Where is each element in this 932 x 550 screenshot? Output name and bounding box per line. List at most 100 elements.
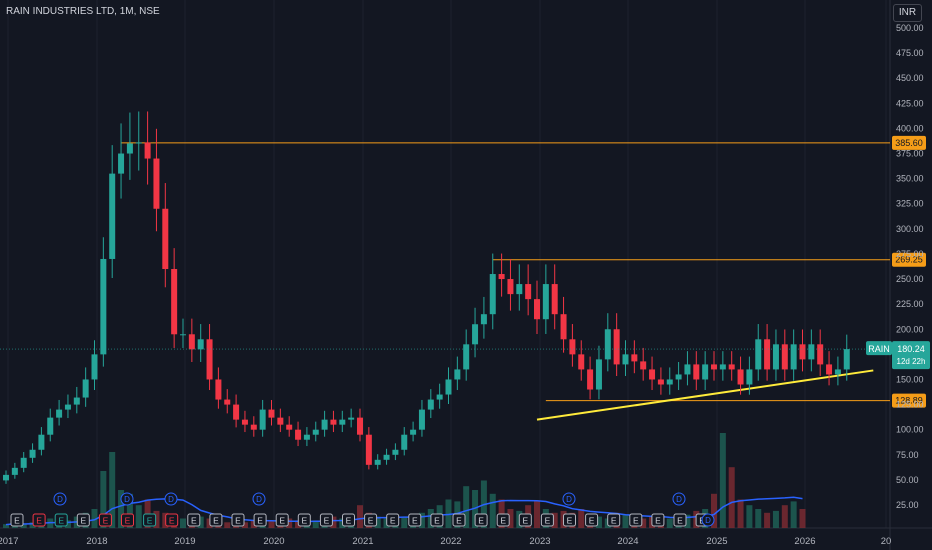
time-tick-label: 2019: [174, 536, 195, 547]
candle-body: [259, 409, 266, 430]
earnings-marker: [54, 513, 68, 527]
candle-body: [772, 344, 779, 370]
earnings-label: E: [522, 516, 528, 526]
candle-body: [339, 419, 346, 425]
earnings-label: E: [257, 516, 263, 526]
candle-body: [489, 274, 496, 315]
candle-body: [649, 369, 656, 380]
earnings-marker: [253, 513, 267, 527]
earnings-marker: [518, 513, 532, 527]
symbol-tag-bg: [866, 341, 892, 356]
price-tick-label: 300.00: [896, 224, 924, 234]
currency-button[interactable]: INR: [893, 4, 922, 22]
earnings-marker: [297, 513, 311, 527]
volume-bar: [374, 516, 381, 528]
candle-body: [755, 339, 762, 370]
candle-body: [188, 334, 195, 350]
candle-body: [516, 284, 523, 295]
earnings-marker: [651, 513, 665, 527]
candle-body: [790, 344, 797, 370]
earnings-label: E: [147, 516, 153, 526]
volume-bar: [551, 512, 558, 528]
trendline: [536, 369, 874, 421]
candle-body: [91, 354, 98, 380]
earnings-marker: [98, 513, 112, 527]
candle-body: [666, 379, 673, 385]
level-label: 128.89: [895, 396, 923, 406]
dividend-label: D: [124, 495, 130, 504]
candle-body: [312, 429, 319, 435]
candle-body: [20, 457, 27, 468]
candle-body: [135, 142, 142, 144]
candle-body: [330, 419, 337, 425]
volume-bar: [29, 522, 36, 528]
candle-body: [817, 344, 824, 365]
candle-body: [250, 424, 257, 430]
candle-body: [454, 369, 461, 380]
earnings-marker: [496, 513, 510, 527]
candle-body: [126, 143, 133, 154]
candle-body: [392, 449, 399, 455]
candle-body: [640, 361, 647, 370]
earnings-marker: [364, 513, 378, 527]
volume-bar: [622, 514, 629, 528]
earnings-label: E: [191, 516, 197, 526]
candle-body: [3, 474, 9, 481]
candle-body: [808, 344, 815, 360]
volume-bar: [463, 486, 470, 528]
dividend-marker: [672, 492, 686, 506]
candle-body: [82, 379, 89, 398]
volume-bar: [357, 505, 363, 528]
earnings-marker: [673, 513, 687, 527]
volume-bar: [224, 522, 231, 528]
dividend-marker: [164, 492, 178, 506]
volume-bar: [153, 510, 160, 528]
volume-bar: [100, 471, 107, 528]
volume-bar: [595, 516, 602, 528]
volume-bar: [64, 520, 71, 528]
candle-body: [410, 429, 417, 435]
candle-body: [233, 404, 240, 420]
symbol-tag: RAIN: [868, 344, 890, 354]
volume-bar: [640, 518, 647, 528]
candle-body: [693, 364, 700, 380]
time-tick-label: 2017: [0, 536, 19, 547]
candle-body: [56, 409, 63, 418]
candle-body: [843, 349, 850, 370]
volume-bar: [728, 467, 735, 528]
earnings-label: E: [478, 516, 484, 526]
level-label-bg: [892, 393, 926, 408]
candle-body: [224, 399, 231, 405]
candle-body: [507, 279, 514, 295]
dividend-marker: [701, 513, 715, 527]
candle-body: [153, 158, 160, 209]
candle-body: [374, 459, 381, 465]
earnings-label: E: [567, 516, 573, 526]
volume-bar: [711, 493, 717, 528]
earnings-label: E: [633, 516, 639, 526]
earnings-marker: [165, 513, 179, 527]
volume-bar: [534, 501, 540, 528]
earnings-marker: [452, 513, 466, 527]
candle-body: [180, 334, 186, 336]
candle-body: [241, 419, 248, 425]
dividend-marker: [120, 492, 134, 506]
volume-bar: [472, 490, 479, 528]
candle-body: [834, 369, 841, 375]
volume-bar: [578, 509, 585, 528]
price-tick-label: 425.00: [896, 98, 924, 108]
candle-body: [622, 354, 629, 365]
candle-body: [746, 369, 753, 385]
candle-body: [206, 339, 213, 380]
candle-body: [286, 424, 293, 430]
candle-body: [684, 364, 691, 375]
countdown-label: 12d 22h: [897, 357, 926, 366]
candle-body: [551, 284, 558, 315]
candle-body: [303, 434, 310, 440]
candle-body: [719, 364, 726, 370]
time-tick-label: 2026: [794, 536, 815, 547]
price-tick-label: 75.00: [896, 450, 919, 460]
candle-body: [463, 344, 470, 370]
price-tick-label: 50.00: [896, 475, 919, 485]
